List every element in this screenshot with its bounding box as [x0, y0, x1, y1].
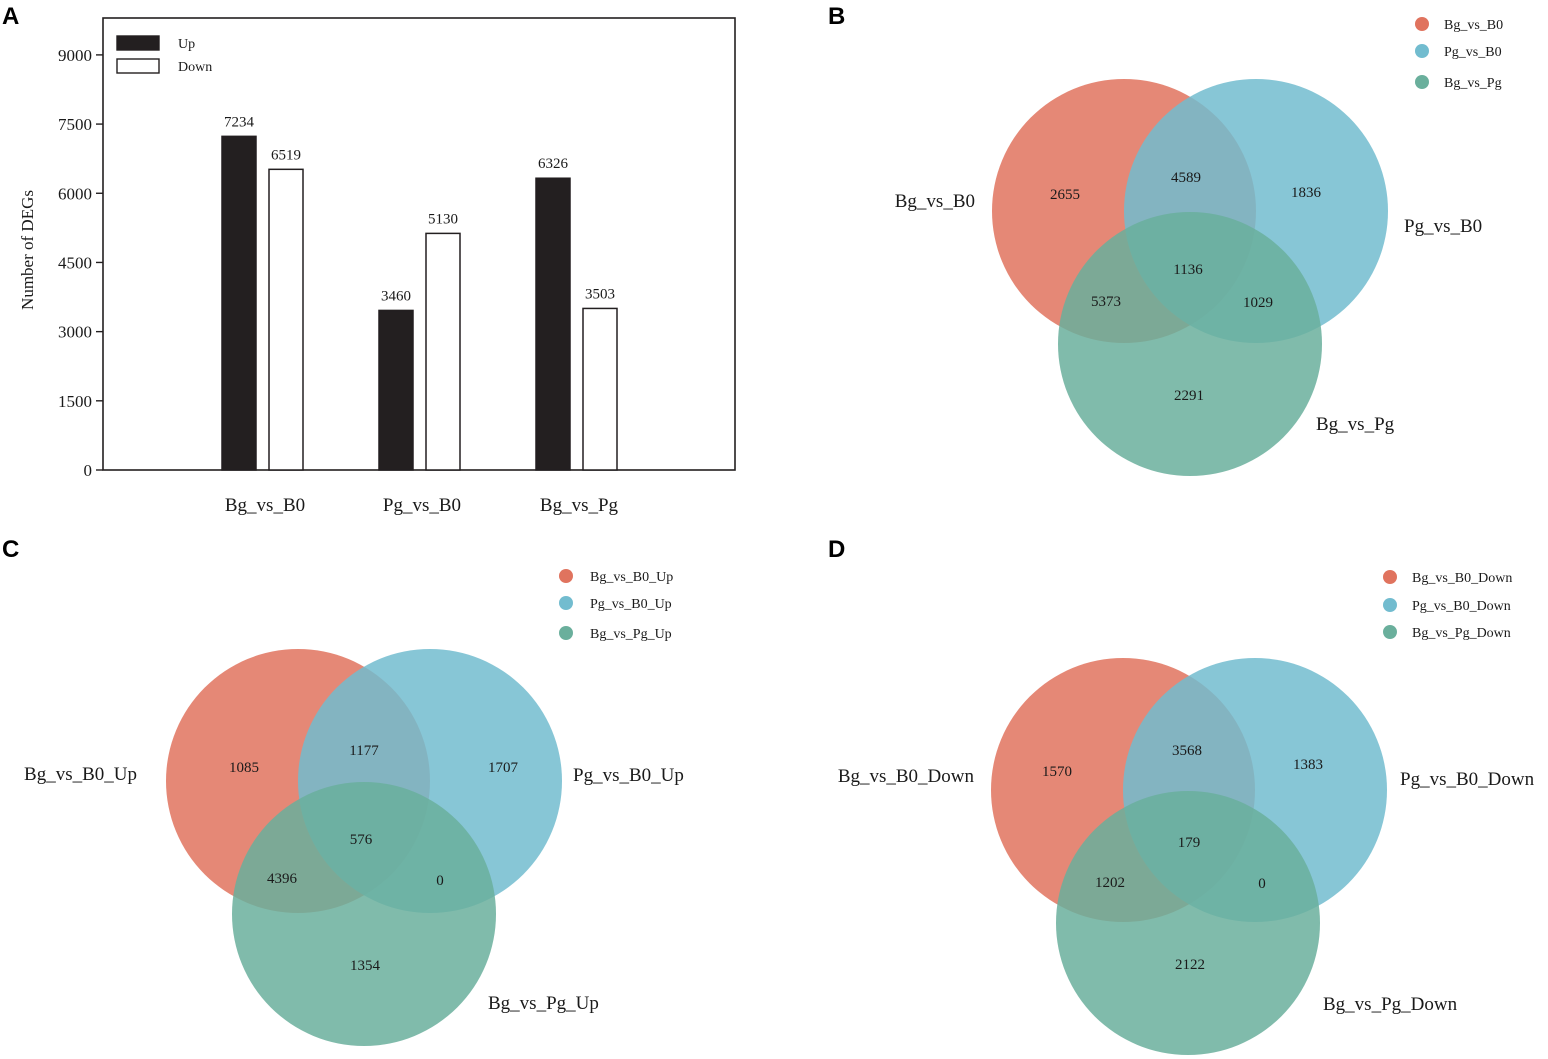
panel-d-letter: D: [828, 536, 845, 563]
venn-region-count: 2291: [1174, 388, 1204, 404]
legend-swatch-up: [116, 35, 160, 51]
y-tick-label: 7500: [58, 115, 92, 134]
venn-region-count: 2122: [1175, 957, 1205, 973]
venn-region-count: 1202: [1095, 875, 1125, 891]
legend-label: Bg_vs_Pg_Up: [590, 627, 672, 642]
venn-region-count: 5373: [1091, 294, 1121, 310]
venn-region-count: 1836: [1291, 185, 1322, 201]
legend-label: Pg_vs_B0_Down: [1412, 599, 1511, 614]
venn-set-label: Bg_vs_B0: [895, 191, 975, 212]
venn-circle: [1058, 212, 1322, 476]
bar-value-label: 6519: [271, 147, 301, 163]
panel-d: D Bg_vs_B0_Down Pg_vs_B0_Down Bg_vs_Pg_Dow…: [828, 536, 1535, 1055]
venn-circle: [1056, 791, 1320, 1055]
venn-region-count: 179: [1178, 835, 1201, 851]
venn-region-count: 1136: [1173, 262, 1203, 278]
legend-label: Bg_vs_B0_Down: [1412, 571, 1512, 586]
bar-up-bg_vs_b0: [221, 135, 257, 471]
legend-swatch-down: [116, 58, 160, 74]
venn-region-count: 1707: [488, 760, 519, 776]
venn-region-count: 4589: [1171, 170, 1201, 186]
legend-dot: [1383, 570, 1397, 584]
bar-down-pg_vs_b0: [425, 232, 461, 471]
legend-dot: [559, 626, 573, 640]
y-tick-label: 6000: [58, 184, 92, 203]
legend-label: Pg_vs_B0_Up: [590, 597, 672, 612]
venn-set-label: Pg_vs_B0_Down: [1400, 769, 1535, 790]
venn-region-count: 2655: [1050, 187, 1080, 203]
panel-c-letter: C: [2, 536, 19, 563]
venn-set-label: Bg_vs_Pg: [1316, 414, 1395, 435]
legend-label: Pg_vs_B0: [1444, 45, 1502, 60]
panel-a: A 0 1500 3000 4500 6000 7500 9000 Number of DE…: [2, 3, 736, 516]
venn-region-count: 0: [436, 873, 444, 889]
venn-region-count: 1177: [349, 743, 379, 759]
venn-region-count: 1029: [1243, 295, 1273, 311]
bar-up-pg_vs_b0: [378, 309, 414, 471]
legend-label-down: Down: [178, 60, 212, 75]
y-tick-label: 1500: [58, 392, 92, 411]
y-axis-title: Number of DEGs: [18, 190, 37, 310]
y-axis: 0 1500 3000 4500 6000 7500 9000: [58, 46, 103, 480]
legend-dot: [1415, 44, 1429, 58]
bar-value-label: 5130: [428, 211, 458, 227]
bars: 7234 6519 Bg_vs_B0 3460 5130 Pg_vs_B0 6326 3503…: [221, 114, 619, 516]
bar-down-bg_vs_pg: [582, 307, 618, 471]
venn-region-count: 1570: [1042, 764, 1072, 780]
venn-region-count: 0: [1258, 876, 1266, 892]
panel-c: C Bg_vs_B0_Up Pg_vs_B0_Up Bg_vs_Pg_Up Bg_vs…: [2, 536, 684, 1046]
legend-dot: [1383, 625, 1397, 639]
legend-label: Bg_vs_Pg_Down: [1412, 626, 1511, 641]
legend: Up Down: [116, 35, 212, 75]
venn-region-count: 1354: [350, 958, 381, 974]
panel-b-letter: B: [828, 3, 845, 30]
bar-down-bg_vs_b0: [268, 168, 304, 471]
panel-a-letter: A: [2, 3, 19, 30]
legend-label-up: Up: [178, 37, 195, 52]
venn-region-count: 1085: [229, 760, 259, 776]
venn-set-label: Bg_vs_B0_Down: [838, 766, 975, 787]
x-category-label: Bg_vs_Pg: [540, 495, 619, 516]
legend-dot: [1415, 75, 1429, 89]
bar-value-label: 7234: [224, 114, 255, 130]
y-tick-label: 4500: [58, 253, 92, 272]
x-category-label: Bg_vs_B0: [225, 495, 305, 516]
plot-frame: [102, 17, 736, 471]
legend-dot: [559, 596, 573, 610]
x-category-label: Pg_vs_B0: [383, 495, 461, 516]
panel-b: B Bg_vs_B0 Pg_vs_B0 Bg_vs_Pg Bg_vs_B0 Pg_vs_…: [828, 3, 1503, 476]
bar-value-label: 6326: [538, 156, 569, 172]
venn-region-count: 1383: [1293, 757, 1323, 773]
venn-set-label: Pg_vs_B0: [1404, 216, 1482, 237]
legend-dot: [1415, 17, 1429, 31]
y-tick-label: 0: [84, 461, 93, 480]
venn-set-label: Bg_vs_Pg_Down: [1323, 994, 1458, 1015]
venn-circle: [232, 782, 496, 1046]
legend-dot: [559, 569, 573, 583]
bar-value-label: 3460: [381, 288, 411, 304]
legend-label: Bg_vs_Pg: [1444, 76, 1502, 91]
venn-region-count: 576: [350, 832, 373, 848]
venn-set-label: Bg_vs_B0_Up: [24, 764, 137, 785]
bar-value-label: 3503: [585, 286, 615, 302]
venn-region-count: 3568: [1172, 743, 1202, 759]
venn-set-label: Bg_vs_Pg_Up: [488, 993, 599, 1014]
y-tick-label: 9000: [58, 46, 92, 65]
venn-set-label: Pg_vs_B0_Up: [573, 765, 684, 786]
venn-region-count: 4396: [267, 871, 298, 887]
legend-dot: [1383, 598, 1397, 612]
legend-label: Bg_vs_B0: [1444, 18, 1503, 33]
legend-label: Bg_vs_B0_Up: [590, 570, 673, 585]
bar-up-bg_vs_pg: [535, 177, 571, 471]
y-tick-label: 3000: [58, 323, 92, 342]
